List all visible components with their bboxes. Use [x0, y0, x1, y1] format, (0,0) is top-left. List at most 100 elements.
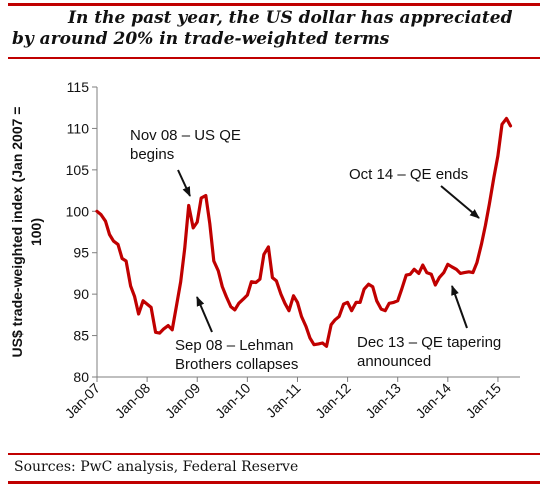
y-tick-label: 85: [73, 328, 89, 344]
data-point: [104, 220, 107, 223]
x-tick-label: Jan-12: [312, 380, 354, 422]
data-point: [229, 305, 232, 308]
x-tick-label: Jan-13: [362, 380, 404, 422]
data-point: [509, 124, 512, 128]
data-point: [480, 243, 483, 246]
data-point: [200, 196, 203, 200]
data-point: [254, 281, 258, 284]
annotation-label: begins: [130, 146, 174, 163]
data-point: [392, 301, 395, 304]
data-point: [304, 325, 308, 328]
annotation-label: Dec 13 – QE tapering: [357, 334, 501, 351]
data-point: [267, 245, 270, 249]
data-point: [496, 154, 500, 157]
data-point: [129, 284, 132, 288]
data-point: [287, 309, 291, 312]
data-point: [187, 204, 190, 207]
data-point: [217, 269, 220, 273]
series-line: [95, 116, 513, 348]
annotation-arrow: [440, 185, 480, 219]
data-point: [413, 268, 416, 271]
y-tick-label: 105: [66, 162, 90, 178]
data-point: [275, 279, 278, 283]
data-point: [409, 273, 412, 276]
x-tick-label: Jan-07: [62, 380, 104, 422]
data-point: [212, 259, 215, 263]
data-point: [442, 271, 445, 274]
data-point: [221, 285, 224, 288]
data-point: [488, 202, 491, 205]
data-point: [133, 295, 136, 298]
data-point: [325, 345, 328, 348]
data-point: [421, 263, 424, 267]
data-point: [321, 341, 324, 345]
data-point: [500, 123, 504, 126]
data-point: [246, 293, 249, 297]
data-point: [333, 318, 337, 321]
data-point: [380, 307, 383, 311]
data-point: [471, 271, 475, 274]
data-point: [292, 294, 295, 297]
data-point: [346, 301, 349, 304]
y-tick-label: 115: [67, 79, 90, 95]
data-point: [262, 253, 266, 256]
annotation-label: Brothers collapses: [175, 356, 298, 373]
data-point: [300, 315, 303, 318]
annotation-label: announced: [357, 353, 431, 370]
source-bottom-rule: [8, 481, 540, 484]
data-point: [154, 331, 157, 334]
data-point: [196, 220, 199, 224]
data-point: [467, 270, 471, 273]
data-point: [283, 302, 287, 305]
data-point: [158, 331, 161, 335]
data-point: [459, 272, 462, 275]
annotation-label: Oct 14 – QE ends: [349, 166, 468, 183]
data-point: [362, 288, 366, 291]
y-tick-label: 80: [73, 369, 89, 385]
data-point: [388, 302, 391, 305]
data-point: [233, 308, 236, 312]
data-point: [342, 302, 345, 306]
data-point: [367, 283, 370, 286]
data-point: [396, 299, 399, 302]
data-point: [208, 222, 211, 225]
x-tick-label: Jan-10: [212, 380, 254, 422]
data-point: [137, 312, 140, 316]
data-point: [384, 309, 387, 312]
data-point: [271, 276, 274, 279]
title-line-2: by around 20% in trade-weighted terms: [12, 29, 390, 49]
data-point: [258, 278, 262, 281]
data-point: [149, 306, 153, 309]
data-point: [183, 247, 186, 250]
data-point: [450, 265, 453, 268]
data-point: [405, 273, 408, 277]
x-tick-label: Jan-14: [412, 380, 454, 422]
data-point: [308, 336, 312, 340]
y-tick-label: 90: [73, 286, 89, 302]
data-point: [95, 210, 99, 213]
data-point: [141, 299, 145, 302]
data-point: [475, 261, 479, 264]
annotation-arrow: [196, 296, 213, 333]
data-point: [371, 285, 374, 288]
data-point: [279, 292, 283, 296]
data-point: [167, 324, 170, 327]
annotation-arrow: [177, 169, 191, 197]
data-point: [175, 306, 178, 309]
annotation-arrow: [451, 285, 468, 329]
data-point: [505, 117, 508, 120]
data-point: [99, 213, 103, 216]
data-point: [329, 323, 333, 326]
x-tick-label: Jan-09: [162, 380, 204, 422]
annotation-label: Sep 08 – Lehman: [175, 337, 293, 354]
data-point: [430, 273, 433, 276]
data-point: [237, 302, 240, 305]
y-tick-label: 95: [73, 245, 89, 261]
data-point: [354, 301, 358, 304]
data-point: [434, 283, 437, 287]
x-tick-label: Jan-11: [263, 380, 304, 421]
data-point: [192, 226, 195, 230]
source-note: Sources: PwC analysis, Federal Reserve: [14, 459, 299, 475]
data-point: [375, 299, 378, 302]
data-point: [112, 239, 115, 243]
